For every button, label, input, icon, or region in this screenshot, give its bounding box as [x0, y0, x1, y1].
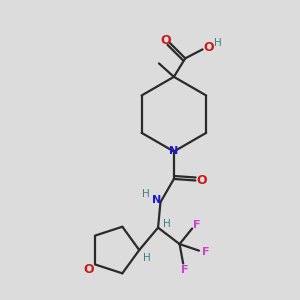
Text: O: O — [204, 41, 214, 54]
Text: H: H — [143, 254, 151, 263]
Text: N: N — [152, 195, 161, 205]
Text: N: N — [169, 146, 178, 157]
Text: F: F — [181, 265, 188, 275]
Text: O: O — [83, 263, 94, 276]
Text: H: H — [142, 189, 150, 199]
Text: H: H — [214, 38, 222, 48]
Text: F: F — [194, 220, 201, 230]
Text: O: O — [160, 34, 170, 47]
Text: F: F — [202, 247, 209, 257]
Text: O: O — [196, 174, 207, 187]
Text: H: H — [163, 219, 170, 229]
